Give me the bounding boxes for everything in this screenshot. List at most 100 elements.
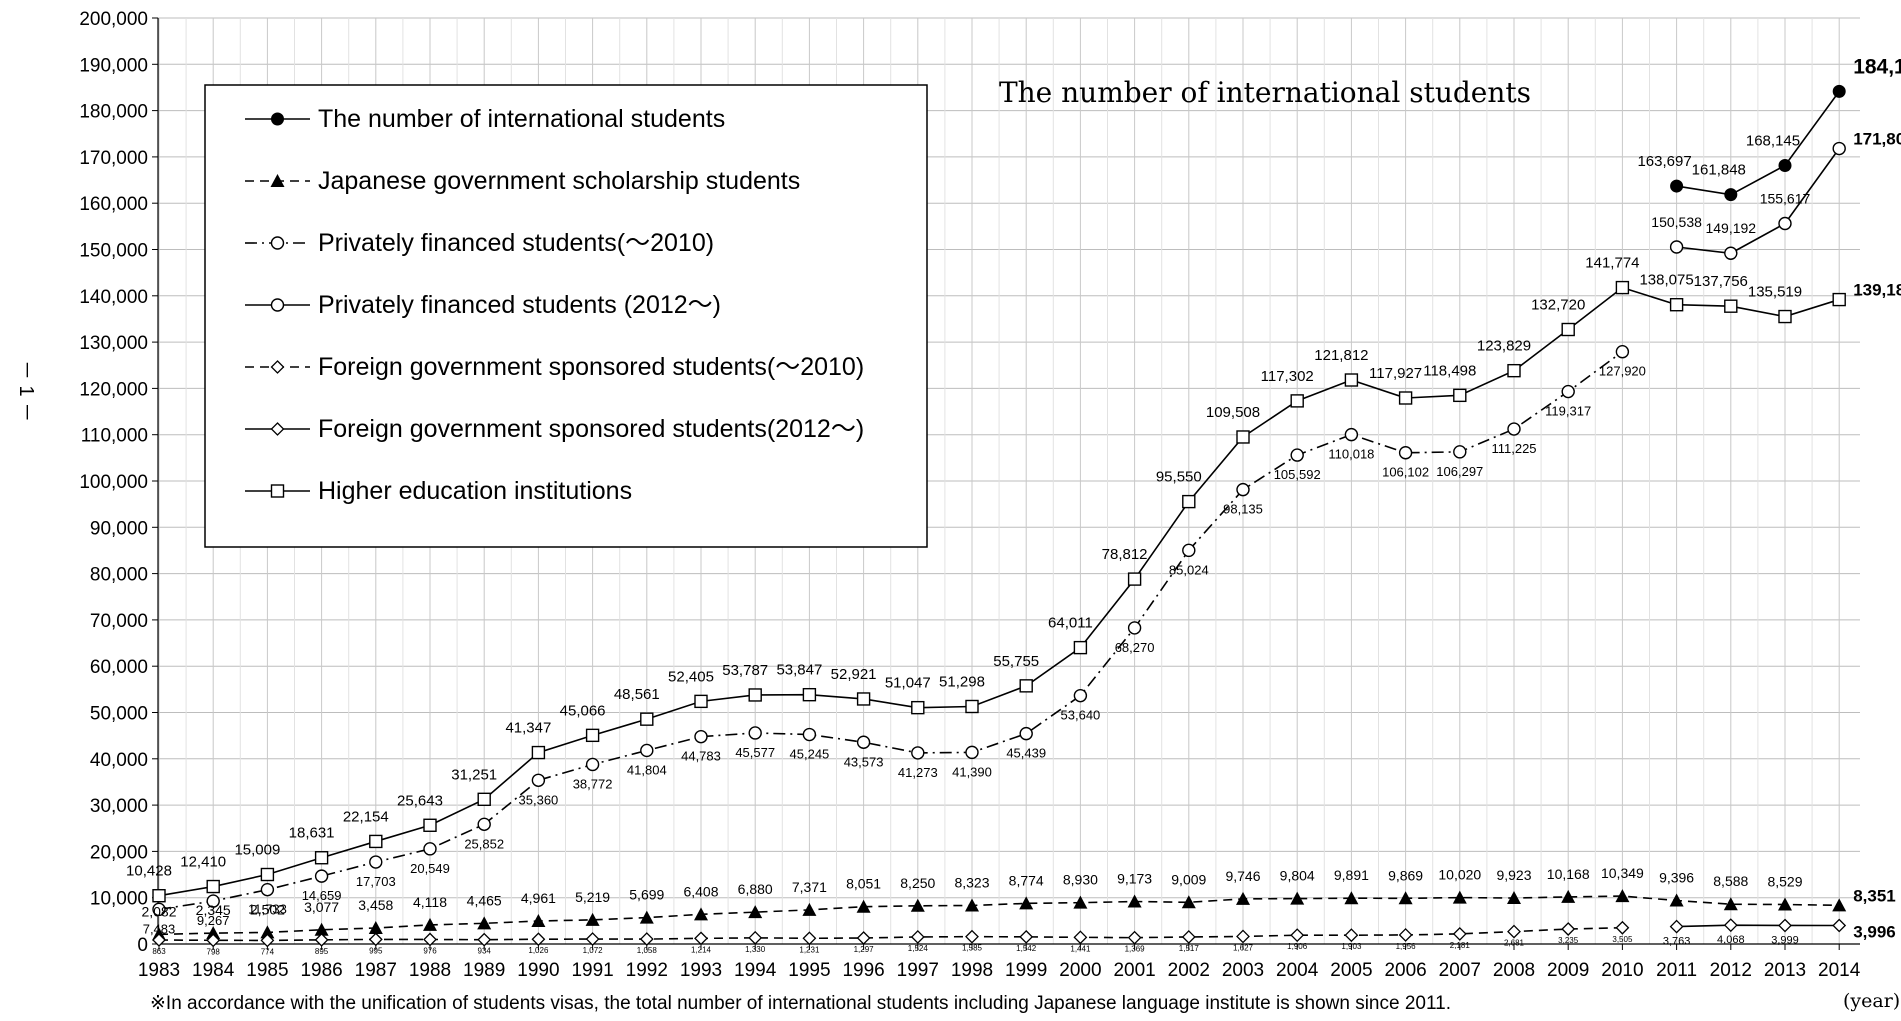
series-7-point: [1073, 640, 1088, 655]
x-axis-unit-label: (year): [1843, 990, 1901, 1012]
x-tick-label: 1992: [626, 960, 668, 981]
series-2-data-label: 8,588: [1713, 873, 1748, 889]
legend-label: The number of international students: [318, 105, 725, 133]
series-5-data-label: 1,542: [1016, 944, 1037, 953]
series-5-point: [802, 931, 817, 946]
series-2-point: [856, 899, 871, 913]
series-5-data-label: 1,297: [854, 945, 875, 954]
series-3-data-label: 105,592: [1274, 467, 1321, 482]
series-7-point: [911, 700, 925, 715]
series-2-data-label: 4,118: [413, 894, 447, 910]
series-3-point: [1290, 448, 1304, 462]
x-tick-label: 1997: [897, 960, 939, 981]
series-2-data-label: 2,082: [141, 903, 176, 919]
series-3-data-label: 41,273: [898, 765, 938, 780]
x-tick-label: 1988: [409, 960, 451, 981]
series-2-data-label: 9,396: [1659, 869, 1694, 885]
series-2-data-label: 6,880: [738, 881, 773, 897]
series-3-point: [1561, 384, 1575, 399]
series-3-point: [1019, 726, 1033, 741]
series-7-data-label: 18,631: [289, 825, 335, 842]
series-7-data-label: 135,519: [1748, 284, 1802, 301]
series-2-data-label: 5,219: [575, 889, 610, 905]
x-tick-label: 2003: [1222, 960, 1264, 981]
series-3-data-label: 45,439: [1006, 746, 1046, 761]
series-6-data-label: 3,996: [1853, 922, 1896, 941]
series-2-data-label: 8,774: [1009, 872, 1044, 888]
series-5-data-label: 1,906: [1287, 942, 1308, 951]
series-2-data-label: 9,891: [1334, 867, 1369, 883]
series-4-line: [1676, 148, 1840, 255]
series-7-data-label: 51,298: [939, 673, 985, 690]
series-5-point: [1615, 920, 1630, 935]
series-5-point: [1561, 922, 1576, 936]
series-5-point: [694, 931, 708, 946]
series-5-point: [314, 932, 329, 947]
series-7-point: [1019, 679, 1033, 693]
series-2-point: [1561, 889, 1576, 903]
series-2-data-label: 8,351: [1853, 886, 1896, 905]
series-3-data-label: 45,245: [790, 747, 830, 762]
series-7-point: [1182, 494, 1196, 509]
series-7-point: [152, 889, 166, 903]
x-tick-label: 1996: [842, 960, 884, 981]
series-7-point: [1236, 430, 1250, 444]
series-5-point: [1127, 930, 1142, 945]
series-3-data-label: 35,360: [519, 792, 559, 807]
series-7-point: [1507, 363, 1521, 378]
series-3-point: [206, 894, 220, 908]
series-5-line: [158, 926, 1623, 942]
series-2-data-label: 2,345: [196, 902, 231, 918]
x-tick-label: 1994: [734, 960, 777, 981]
series-3-data-label: 20,549: [410, 861, 450, 876]
y-tick-label: 30,000: [90, 796, 148, 817]
series-7-data-label: 51,047: [885, 675, 931, 692]
series-5-point: [1236, 929, 1250, 944]
series-7-point: [1398, 391, 1413, 405]
x-tick-label: 2010: [1601, 960, 1643, 981]
series-7-point: [585, 728, 600, 743]
y-tick-label: 180,000: [79, 102, 148, 123]
series-3-point: [1398, 446, 1413, 460]
series-5-point: [1290, 928, 1305, 943]
legend-swatch-marker: [270, 298, 285, 312]
x-tick-label: 2007: [1439, 960, 1481, 981]
series-3-point: [314, 869, 329, 883]
series-3-point: [369, 855, 383, 869]
series-3-data-label: 110,018: [1328, 447, 1374, 462]
series-7-point: [369, 834, 383, 849]
series-2-point: [531, 914, 546, 928]
series-5-data-label: 995: [369, 946, 383, 955]
series-4-data-label: 171,808: [1853, 130, 1901, 149]
series-6-data-label: 3,999: [1771, 934, 1799, 946]
series-4-point: [1669, 240, 1684, 254]
series-2-data-label: 9,173: [1117, 871, 1152, 887]
series-2-point: [477, 916, 492, 930]
series-5-point: [368, 932, 383, 947]
series-7-data-label: 117,302: [1261, 368, 1314, 385]
x-tick-label: 1983: [138, 960, 180, 981]
series-3-data-label: 43,573: [844, 754, 884, 769]
series-3-point: [1453, 445, 1467, 459]
series-3-point: [531, 773, 546, 787]
y-tick-label: 190,000: [79, 55, 148, 76]
series-2-data-label: 8,930: [1063, 872, 1098, 888]
series-3-point: [1073, 688, 1088, 703]
series-2-data-label: 3,077: [304, 899, 339, 915]
series-3-point: [585, 757, 600, 772]
series-1-point: [1724, 188, 1738, 202]
series-1-point: [1778, 158, 1792, 172]
series-7-point: [856, 692, 871, 706]
series-5-data-label: 3,505: [1612, 935, 1633, 944]
legend-swatch-marker: [270, 484, 285, 498]
series-6-data-label: 4,068: [1717, 934, 1745, 946]
series-1-data-label: 161,848: [1692, 162, 1746, 179]
x-tick-label: 1995: [788, 960, 830, 981]
series-5-data-label: 1,956: [1396, 942, 1417, 951]
series-7-data-label: 141,774: [1585, 255, 1639, 272]
series-2-point: [1290, 891, 1305, 905]
legend-label: Foreign government sponsored students(20…: [318, 415, 864, 443]
series-6-point: [1669, 919, 1684, 934]
series-3-data-label: 85,024: [1169, 562, 1209, 577]
